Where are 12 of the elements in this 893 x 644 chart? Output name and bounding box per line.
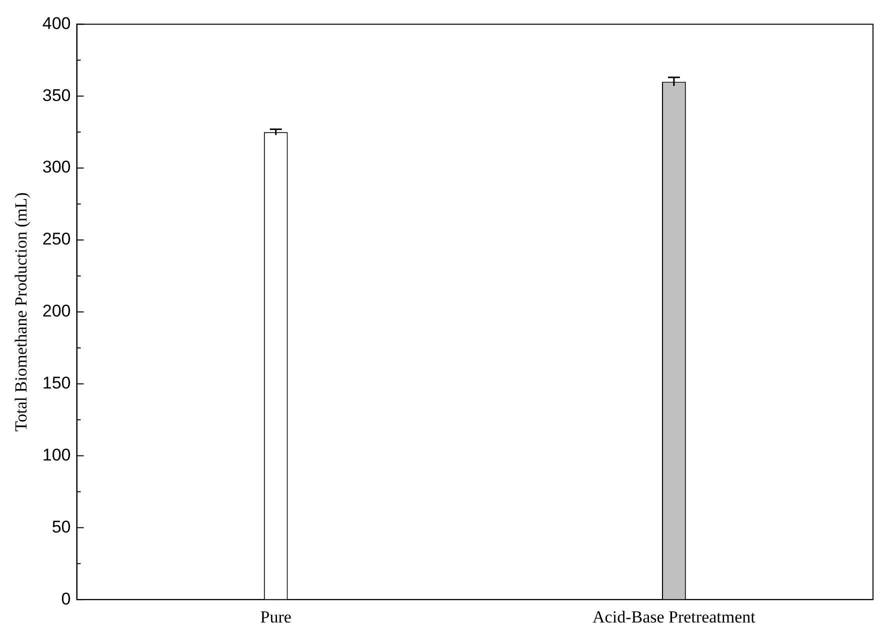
y-tick-label: 50 <box>52 517 71 536</box>
y-tick-label: 150 <box>42 374 71 393</box>
y-tick-label: 350 <box>42 86 71 105</box>
x-tick-label: Pure <box>260 607 292 626</box>
y-tick-label: 0 <box>61 589 71 608</box>
y-tick-label: 100 <box>42 445 71 464</box>
y-tick-label: 250 <box>42 230 71 249</box>
y-axis-title: Total Biomethane Production (mL) <box>12 192 31 432</box>
y-tick-label: 300 <box>42 158 71 177</box>
x-tick-label: Acid-Base Pretreatment <box>592 607 756 626</box>
y-tick-label: 200 <box>42 302 71 321</box>
y-tick-label: 400 <box>42 14 71 33</box>
